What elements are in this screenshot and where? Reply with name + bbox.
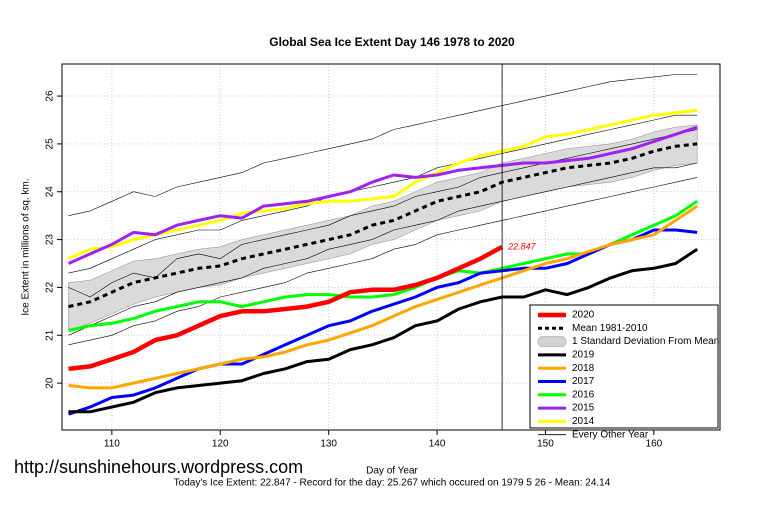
- y-tick-label: 24: [45, 186, 56, 198]
- mean-line: [68, 142, 698, 309]
- x-tick-label: 120: [212, 439, 229, 450]
- legend-label: 2020: [572, 310, 595, 321]
- x-axis-label: Day of Year: [366, 466, 418, 477]
- data-label: 22.847: [507, 241, 537, 251]
- x-tick-label: 110: [104, 439, 120, 450]
- x-tick-label: 140: [429, 439, 446, 450]
- legend-label: 2018: [572, 363, 595, 374]
- legend-label: 2017: [572, 376, 595, 387]
- legend-label: Every Other Year: [572, 429, 649, 440]
- year-line: [67, 125, 698, 265]
- watermark: http://sunshinehours.wordpress.com: [14, 457, 303, 477]
- other-year-line: [68, 162, 698, 336]
- legend-label: 2015: [572, 403, 595, 414]
- y-axis-label: Ice Extent in millions of sq. km.: [21, 178, 32, 315]
- y-tick-label: 20: [45, 377, 56, 389]
- legend-label: 2019: [572, 350, 595, 361]
- legend-label: 2014: [572, 416, 595, 427]
- legend-swatch: [537, 336, 567, 348]
- y-tick-label: 25: [45, 138, 56, 150]
- x-tick-label: 160: [646, 439, 663, 450]
- other-year-line: [68, 129, 698, 298]
- legend-label: 1 Standard Deviation From Mean: [572, 336, 719, 347]
- y-tick-label: 23: [45, 234, 56, 246]
- year-line: [68, 247, 699, 414]
- y-tick-label: 22: [45, 281, 56, 293]
- year-line: [68, 204, 699, 390]
- legend-label: 2016: [572, 389, 595, 400]
- chart-title: Global Sea Ice Extent Day 146 1978 to 20…: [269, 35, 515, 49]
- plot-frame: [61, 63, 721, 431]
- year-line: [67, 108, 698, 261]
- year-line: [68, 244, 504, 372]
- y-tick-label: 26: [45, 90, 56, 102]
- footer: Today's Ice Extent: 22.847 - Record for …: [174, 478, 611, 489]
- x-tick-label: 130: [320, 439, 337, 450]
- year-line: [68, 228, 698, 416]
- legend-label: Mean 1981-2010: [572, 323, 648, 334]
- x-tick-label: 150: [537, 439, 554, 450]
- y-tick-label: 21: [45, 329, 56, 341]
- other-year-line: [68, 114, 698, 274]
- other-year-line: [68, 177, 698, 346]
- other-year-line: [68, 74, 698, 216]
